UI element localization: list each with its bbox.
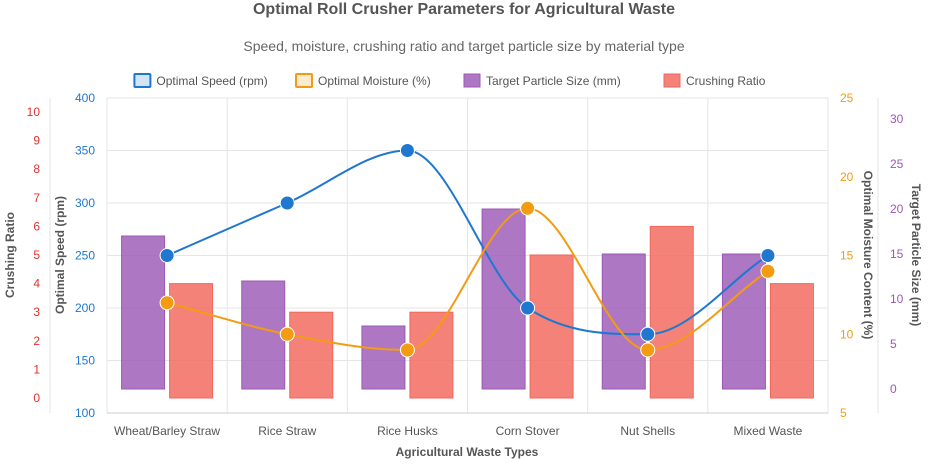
- bar: [241, 280, 286, 390]
- bar: [481, 208, 526, 390]
- line-point: [760, 248, 776, 263]
- tick-label: 15: [890, 247, 904, 261]
- line-point: [159, 295, 175, 311]
- tick-label: 9: [33, 134, 40, 148]
- tick-label: 1: [33, 362, 40, 376]
- line-point: [520, 300, 536, 316]
- legend-label: Optimal Moisture (%): [318, 74, 431, 88]
- axes: Wheat/Barley Straw Rice Straw Rice Husks Co…: [3, 91, 923, 438]
- legend-label: Crushing Ratio: [686, 74, 766, 88]
- lines: [159, 143, 776, 358]
- axis-title: Target Particle Size (mm): [909, 184, 923, 327]
- bar: [361, 325, 406, 390]
- tick-label: 350: [75, 144, 95, 158]
- line-point: [640, 342, 656, 358]
- tick-label: 4: [33, 277, 40, 291]
- bar: [649, 225, 694, 399]
- chart-title: Optimal Roll Crusher Parameters for Agri…: [253, 1, 675, 18]
- line-point: [399, 342, 415, 358]
- legend-item[interactable]: Optimal Moisture (%): [295, 73, 431, 88]
- bar: [121, 235, 166, 390]
- category-label: Rice Straw: [258, 424, 316, 438]
- line-point: [520, 200, 536, 216]
- axis-title: Optimal Moisture Content (%): [861, 171, 875, 340]
- tick-label: 200: [75, 301, 95, 315]
- tick-label: 5: [840, 406, 847, 420]
- line-point: [640, 326, 656, 342]
- bar: [721, 253, 766, 390]
- tick-label: 0: [33, 391, 40, 405]
- tick-label: 20: [840, 170, 854, 184]
- tick-label: 20: [890, 202, 904, 216]
- line-point: [760, 263, 776, 279]
- tick-label: 300: [75, 196, 95, 210]
- legend-swatch: [295, 73, 313, 88]
- grid: [106, 97, 829, 414]
- bar: [169, 283, 214, 399]
- tick-label: 10: [890, 292, 904, 306]
- tick-label: 10: [840, 327, 854, 341]
- legend-item[interactable]: Crushing Ratio: [663, 73, 766, 88]
- x-axis-title: Agricultural Waste Types: [396, 445, 539, 459]
- legend-item[interactable]: Target Particle Size (mm): [463, 73, 621, 88]
- line-point: [279, 195, 295, 211]
- line-point: [159, 248, 175, 263]
- bar: [289, 311, 334, 399]
- category-label: Rice Husks: [377, 424, 438, 438]
- axis-title: Crushing Ratio: [3, 212, 17, 298]
- legend-swatch: [463, 73, 481, 88]
- chart-subtitle: Speed, moisture, crushing ratio and targ…: [243, 38, 684, 54]
- tick-label: 400: [75, 91, 95, 105]
- tick-label: 25: [840, 91, 854, 105]
- category-label: Corn Stover: [496, 424, 560, 438]
- tick-label: 15: [840, 249, 854, 263]
- legend[interactable]: Optimal Speed (rpm) Optimal Moisture (%) T…: [133, 73, 766, 88]
- axis-title: Optimal Speed (rpm): [53, 196, 67, 314]
- bar: [769, 283, 814, 399]
- tick-label: 150: [75, 354, 95, 368]
- tick-label: 6: [33, 219, 40, 233]
- tick-label: 0: [890, 382, 897, 396]
- tick-label: 100: [75, 406, 95, 420]
- legend-swatch: [663, 73, 681, 88]
- tick-label: 8: [33, 162, 40, 176]
- tick-label: 30: [890, 112, 904, 126]
- bar: [409, 311, 454, 399]
- tick-label: 7: [33, 191, 40, 205]
- legend-swatch: [133, 73, 152, 88]
- line-point: [279, 326, 295, 342]
- tick-label: 250: [75, 249, 95, 263]
- tick-label: 25: [890, 157, 904, 171]
- category-label: Nut Shells: [620, 424, 675, 438]
- legend-label: Target Particle Size (mm): [486, 74, 621, 88]
- bar: [601, 253, 646, 390]
- line-point: [399, 143, 415, 158]
- category-label: Mixed Waste: [733, 424, 802, 438]
- tick-label: 5: [890, 337, 897, 351]
- tick-label: 5: [33, 248, 40, 262]
- legend-label: Optimal Speed (rpm): [156, 74, 267, 88]
- tick-label: 3: [33, 305, 40, 319]
- tick-label: 10: [27, 105, 41, 119]
- legend-item[interactable]: Optimal Speed (rpm): [133, 73, 268, 88]
- tick-label: 2: [33, 334, 40, 348]
- category-label: Wheat/Barley Straw: [114, 424, 220, 438]
